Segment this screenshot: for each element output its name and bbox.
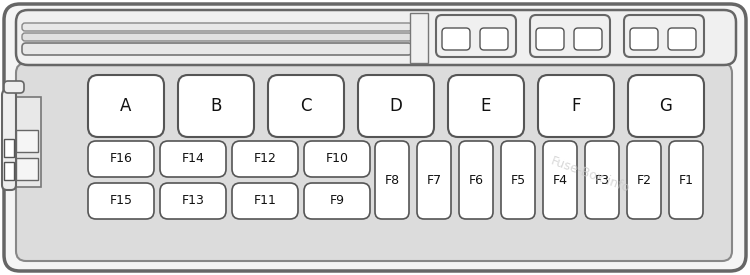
Text: F14: F14	[182, 153, 205, 166]
FancyBboxPatch shape	[2, 90, 16, 190]
FancyBboxPatch shape	[538, 75, 614, 137]
FancyBboxPatch shape	[358, 75, 434, 137]
FancyBboxPatch shape	[585, 141, 619, 219]
Text: F6: F6	[469, 174, 484, 186]
Text: F: F	[572, 97, 580, 115]
FancyBboxPatch shape	[375, 141, 409, 219]
FancyBboxPatch shape	[16, 63, 732, 261]
Text: A: A	[120, 97, 132, 115]
Bar	[16, 158, 38, 180]
FancyBboxPatch shape	[268, 75, 344, 137]
Text: F9: F9	[329, 194, 344, 208]
FancyBboxPatch shape	[530, 15, 610, 57]
FancyBboxPatch shape	[22, 23, 412, 31]
FancyBboxPatch shape	[501, 141, 535, 219]
Bar	[410, 13, 428, 63]
Text: F15: F15	[110, 194, 133, 208]
Text: F5: F5	[511, 174, 526, 186]
FancyBboxPatch shape	[178, 75, 254, 137]
FancyBboxPatch shape	[22, 43, 412, 55]
FancyBboxPatch shape	[627, 141, 661, 219]
FancyBboxPatch shape	[4, 4, 746, 271]
FancyBboxPatch shape	[232, 141, 298, 177]
FancyBboxPatch shape	[22, 33, 412, 41]
FancyBboxPatch shape	[4, 81, 24, 93]
Text: B: B	[210, 97, 222, 115]
Bar	[16, 97, 41, 187]
Text: D: D	[389, 97, 403, 115]
Bar	[4, 162, 14, 180]
FancyBboxPatch shape	[628, 75, 704, 137]
Text: G: G	[659, 97, 673, 115]
FancyBboxPatch shape	[232, 183, 298, 219]
Bar	[16, 130, 38, 152]
FancyBboxPatch shape	[436, 15, 516, 57]
Text: F13: F13	[182, 194, 205, 208]
FancyBboxPatch shape	[536, 28, 564, 50]
FancyBboxPatch shape	[543, 141, 577, 219]
Text: F12: F12	[254, 153, 277, 166]
FancyBboxPatch shape	[459, 141, 493, 219]
FancyBboxPatch shape	[624, 15, 704, 57]
FancyBboxPatch shape	[669, 141, 703, 219]
Text: E: E	[481, 97, 491, 115]
FancyBboxPatch shape	[304, 183, 370, 219]
FancyBboxPatch shape	[88, 141, 154, 177]
Text: C: C	[300, 97, 312, 115]
Text: Fuse-Box.info: Fuse-Box.info	[548, 155, 632, 195]
FancyBboxPatch shape	[480, 28, 508, 50]
Text: F4: F4	[553, 174, 568, 186]
FancyBboxPatch shape	[88, 75, 164, 137]
FancyBboxPatch shape	[574, 28, 602, 50]
FancyBboxPatch shape	[160, 141, 226, 177]
Text: F1: F1	[679, 174, 694, 186]
FancyBboxPatch shape	[668, 28, 696, 50]
FancyBboxPatch shape	[16, 10, 736, 65]
Text: F10: F10	[326, 153, 349, 166]
FancyBboxPatch shape	[448, 75, 524, 137]
FancyBboxPatch shape	[160, 183, 226, 219]
Text: F8: F8	[385, 174, 400, 186]
Text: F2: F2	[637, 174, 652, 186]
FancyBboxPatch shape	[630, 28, 658, 50]
FancyBboxPatch shape	[417, 141, 451, 219]
Text: F16: F16	[110, 153, 133, 166]
Text: F3: F3	[595, 174, 610, 186]
FancyBboxPatch shape	[442, 28, 470, 50]
FancyBboxPatch shape	[304, 141, 370, 177]
Text: F7: F7	[427, 174, 442, 186]
Bar	[4, 139, 14, 157]
Text: F11: F11	[254, 194, 277, 208]
FancyBboxPatch shape	[88, 183, 154, 219]
